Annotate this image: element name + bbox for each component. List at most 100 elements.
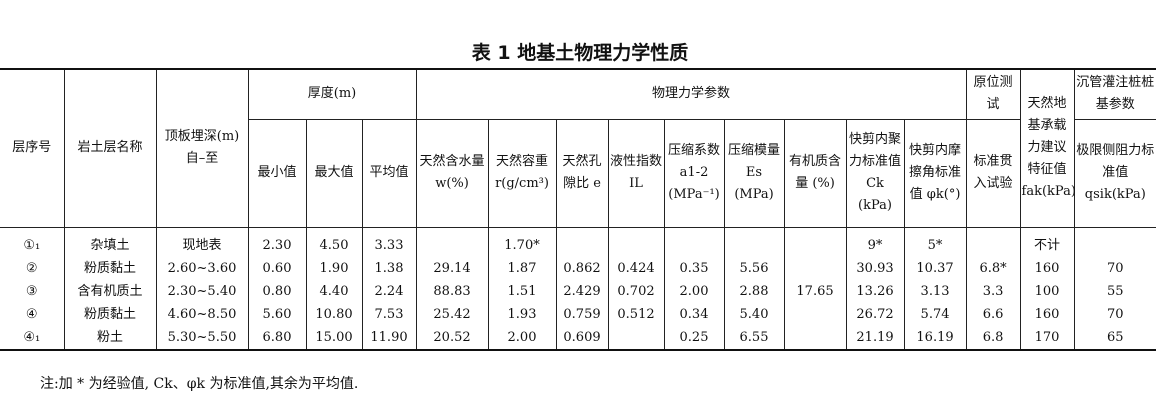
table-cell: 160 xyxy=(1020,302,1075,326)
table-cell: 2.429 xyxy=(556,279,609,303)
header-layer-no: 层序号 xyxy=(0,69,65,228)
header-thickness: 厚度(m) xyxy=(248,69,417,120)
table-cell xyxy=(966,227,1021,257)
table-cell: 6.8 xyxy=(966,325,1021,350)
header-organic: 有机质含量 (%) xyxy=(784,119,847,228)
table-cell xyxy=(784,227,847,257)
table-cell: 5.60 xyxy=(248,302,307,326)
table-cell: ④ xyxy=(0,302,65,326)
table-cell: 3.13 xyxy=(904,279,967,303)
table-cell: ③ xyxy=(0,279,65,303)
table-cell: 3.3 xyxy=(966,279,1021,303)
table-cell: 0.759 xyxy=(556,302,609,326)
table-cell xyxy=(608,325,665,350)
table-cell: 0.702 xyxy=(608,279,665,303)
table-cell: 30.93 xyxy=(846,256,905,280)
table-cell xyxy=(784,302,847,326)
table-cell: 0.25 xyxy=(664,325,725,350)
header-spt: 标准贯入试验 xyxy=(966,119,1021,228)
table-cell: 1.70* xyxy=(488,227,557,257)
table-cell: 5* xyxy=(904,227,967,257)
table-cell xyxy=(556,227,609,257)
header-bearing: 天然地 基承载力建议特征值 fak(kPa) xyxy=(1020,69,1076,228)
table-cell: 9* xyxy=(846,227,905,257)
table-cell: 70 xyxy=(1107,306,1124,322)
header-pile-side: 极限侧阻力标准值 qsik(kPa) xyxy=(1074,119,1157,228)
header-physmech: 物理力学参数 xyxy=(416,69,967,120)
table-cell: 1.87 xyxy=(488,256,557,280)
table-cell: 6.80 xyxy=(248,325,307,350)
table-cell: 0.512 xyxy=(608,302,665,326)
table-cell xyxy=(664,227,725,257)
table-row: ③ 含有机质土 2.30~5.40 0.80 4.40 2.24 88.83 1.51 2.42… xyxy=(0,279,1156,303)
header-compress-a: 压缩系数 a1-2 (MPa⁻¹) xyxy=(664,119,725,228)
table-cell: 2.24 xyxy=(362,279,417,303)
table-cell: 5.56 xyxy=(724,256,785,280)
table-cell xyxy=(608,227,665,257)
table-cell: 70 xyxy=(1107,260,1124,276)
table-cell: 2.30 xyxy=(248,227,307,257)
table-row: ④₁ 粉土 5.30~5.50 6.80 15.00 11.90 20.52 2.00 0.60… xyxy=(0,325,1156,350)
table-cell xyxy=(416,227,489,257)
table-cell: 55 xyxy=(1107,283,1124,299)
table-cell: 2.00 xyxy=(488,325,557,350)
table-cell: 6.6 xyxy=(966,302,1021,326)
table-cell: 1.90 xyxy=(306,256,363,280)
table-cell: 2.00 xyxy=(664,279,725,303)
table-cell: 25.42 xyxy=(416,302,489,326)
table-cell: 4.60~8.50 xyxy=(156,302,249,326)
table-cell: 4.50 xyxy=(306,227,363,257)
table-cell: 13.26 xyxy=(846,279,905,303)
table-cell: 4.40 xyxy=(306,279,363,303)
table-cell xyxy=(1074,227,1156,257)
table-cell: 17.65 xyxy=(784,279,847,303)
table-cell: 0.424 xyxy=(608,256,665,280)
table-cell: ② xyxy=(0,256,65,280)
table-cell xyxy=(724,227,785,257)
table-cell: 粉质黏土 xyxy=(64,302,157,326)
table-cell: 88.83 xyxy=(416,279,489,303)
table-cell: 含有机质土 xyxy=(64,279,157,303)
table-cell: 26.72 xyxy=(846,302,905,326)
table-note: 注:加 * 为经验值, Ck、φk 为标准值,其余为平均值. xyxy=(40,376,359,392)
table-cell: 15.00 xyxy=(306,325,363,350)
soil-properties-table: 层序号 岩土层名称 顶板埋深(m)自–至 厚度(m) 物理力学参数 原位测试 天… xyxy=(0,68,1157,351)
table-cell: 杂填土 xyxy=(64,227,157,257)
header-max: 最大值 xyxy=(306,119,363,228)
table-cell: 0.60 xyxy=(248,256,307,280)
header-compress-e: 压缩模量 Es (MPa) xyxy=(724,119,785,228)
table-cell: 10.80 xyxy=(306,302,363,326)
table-cell: 0.35 xyxy=(664,256,725,280)
table-cell: 21.19 xyxy=(846,325,905,350)
table-cell: 16.19 xyxy=(904,325,967,350)
table-cell: 6.55 xyxy=(724,325,785,350)
table-cell: 0.34 xyxy=(664,302,725,326)
table-cell: 5.74 xyxy=(904,302,967,326)
header-water: 天然含水量 w(%) xyxy=(416,119,489,228)
table-cell: 20.52 xyxy=(416,325,489,350)
table-cell: 170 xyxy=(1020,325,1075,350)
table-cell: 1.51 xyxy=(488,279,557,303)
header-min: 最小值 xyxy=(248,119,307,228)
table-cell: 2.60~3.60 xyxy=(156,256,249,280)
table-row: ④ 粉质黏土 4.60~8.50 5.60 10.80 7.53 25.42 1.93 0.75… xyxy=(0,302,1156,326)
table-cell: 现地表 xyxy=(156,227,249,257)
table-cell: 6.8* xyxy=(966,256,1021,280)
table-title: 表 1 地基土物理力学性质 xyxy=(471,42,689,64)
table-cell: 7.53 xyxy=(362,302,417,326)
table-cell xyxy=(784,325,847,350)
header-cohesion: 快剪内聚力标准值 Ck (kPa) xyxy=(846,119,905,228)
table-cell: 11.90 xyxy=(362,325,417,350)
table-cell: 2.30~5.40 xyxy=(156,279,249,303)
table-cell: 2.88 xyxy=(724,279,785,303)
header-density: 天然容重 r(g/cm³) xyxy=(488,119,557,228)
table-cell: 0.80 xyxy=(248,279,307,303)
header-rock-name: 岩土层名称 xyxy=(64,69,157,228)
table-cell: 1.38 xyxy=(362,256,417,280)
table-cell: 0.862 xyxy=(556,256,609,280)
table-cell: 10.37 xyxy=(904,256,967,280)
table-cell xyxy=(784,256,847,280)
table-cell: 29.14 xyxy=(416,256,489,280)
table-cell: 粉质黏土 xyxy=(64,256,157,280)
table-cell: 160 xyxy=(1020,256,1075,280)
